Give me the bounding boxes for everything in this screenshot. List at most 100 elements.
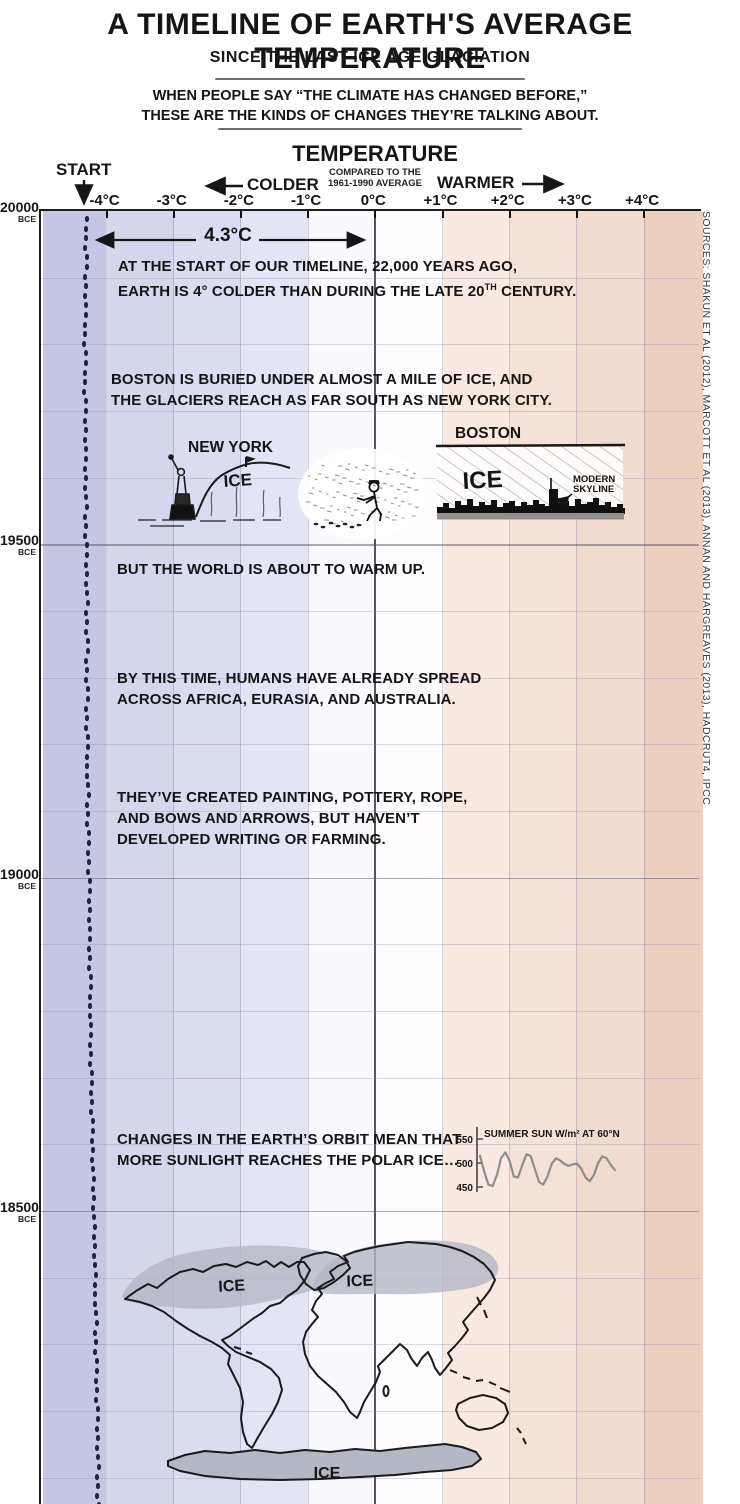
timeline-dot [83,244,88,251]
timeline-dot [84,456,89,462]
timeline-dot [82,369,87,376]
y-axis-year: 19000 [0,865,39,882]
zero-degree-line [374,211,377,1504]
timeline-dot [84,523,89,530]
start-label: START [56,160,112,179]
x-axis-tick [374,211,377,218]
timeline-dot [88,984,93,990]
timeline-dot [86,916,91,923]
timeline-dot [85,744,90,750]
page-subtitle: SINCE THE LAST ICE AGE GLACIATION [209,49,531,66]
timeline-dot [85,552,90,558]
timeline-dot [90,1080,95,1086]
timeline-dot [85,820,90,827]
y-axis-unit: BCE [18,1213,36,1224]
timeline-dot [83,360,88,366]
x-axis-title: TEMPERATURE [292,141,458,166]
minor-year-gridline [41,344,699,346]
x-axis-tick [575,211,578,218]
timeline-dot [91,1233,96,1240]
minor-year-gridline [41,277,699,279]
timeline-dot [95,1368,100,1374]
degree-gridline [442,211,443,1504]
y-axis-unit: BCE [18,547,36,558]
timeline-dot [84,254,89,261]
timeline-dot [95,1473,100,1480]
x-axis-tick-label: 0°C [360,192,386,209]
timeline-dot [92,1224,97,1230]
x-axis-tick-label: -4°C [89,192,120,209]
major-year-gridline [41,544,699,546]
timeline-dot [94,1358,99,1365]
timeline-dot [92,1300,97,1307]
timeline-dot [84,705,89,712]
timeline-dot [94,1387,99,1394]
timeline-dot [93,1291,98,1298]
note-start-line2: EARTH IS 4° COLDER THAN DURING THE LATE … [118,282,577,300]
divider-bottom [218,128,522,130]
timeline-dot [89,1137,94,1144]
timeline-dot [91,1252,96,1259]
x-axis-tick [239,211,242,218]
timeline-dot [96,1454,101,1461]
timeline-dot [88,936,93,942]
timeline-dot [82,484,87,491]
timeline-dot [83,561,88,568]
x-axis-tick-label: +3°C [557,192,592,209]
timeline-dot [84,609,89,616]
x-axis-tick [508,211,511,218]
timeline-dot [90,1147,95,1154]
temperature-band [42,211,107,1504]
timeline-dot [86,792,91,798]
y-axis-label: 19500 BCE [0,533,39,558]
major-year-gridline [41,877,699,880]
y-axis-unit: BCE [18,214,36,224]
timeline-dot [88,955,92,962]
timeline-dot [93,1262,98,1269]
timeline-dot [90,1118,95,1125]
major-year-gridline [41,1210,699,1213]
timeline-dot [86,811,91,818]
x-axis-subtitle-line1: COMPARED TO THE [328,167,421,178]
timeline-dot [86,859,91,866]
timeline-dot [91,1195,96,1202]
degree-gridline [509,211,511,1504]
timeline-dot [83,398,88,405]
timeline-dot [85,667,90,674]
timeline-dot [94,1310,99,1317]
timeline-dot [88,1003,93,1010]
timeline-dot [87,945,92,952]
x-axis-subtitle-line2: 1961-1990 AVERAGE [328,178,422,189]
timeline-dot [84,494,89,501]
timeline-dot [94,1339,99,1346]
timeline-dot [83,475,88,482]
intro-blurb-line2: THESE ARE THE KINDS OF CHANGES THEY’RE T… [141,108,599,124]
x-axis-tick-label: -1°C [291,192,322,209]
timeline-dot [83,379,88,386]
note-boston-line1: BOSTON IS BURIED UNDER ALMOST A MILE OF … [111,371,533,388]
degree-gridline [307,211,309,1504]
timeline-dot [83,331,88,338]
timeline-dot [88,1041,93,1048]
timeline-dot [82,388,87,395]
timeline-dot [84,628,89,635]
timeline-dot [84,504,89,510]
x-axis-tick [172,211,175,218]
timeline-dot [85,638,90,645]
timeline-dot [83,513,88,520]
timeline-dot [95,1416,100,1422]
timeline-dot [85,648,90,654]
timeline-dot [93,1348,98,1355]
timeline-dot [92,1281,97,1288]
warmer-label: WARMER [437,173,515,192]
y-axis-label: 19000 BCE [0,865,39,891]
timeline-dot [95,1406,100,1413]
minor-year-gridline [41,1010,699,1012]
timeline-dot [92,1214,97,1221]
intro-blurb-line1: WHEN PEOPLE SAY “THE CLIMATE HAS CHANGED… [152,88,588,104]
x-axis-tick [441,211,444,218]
timeline-dot [88,1108,93,1115]
y-axis-unit: BCE [18,880,36,891]
timeline-dot [83,532,88,539]
